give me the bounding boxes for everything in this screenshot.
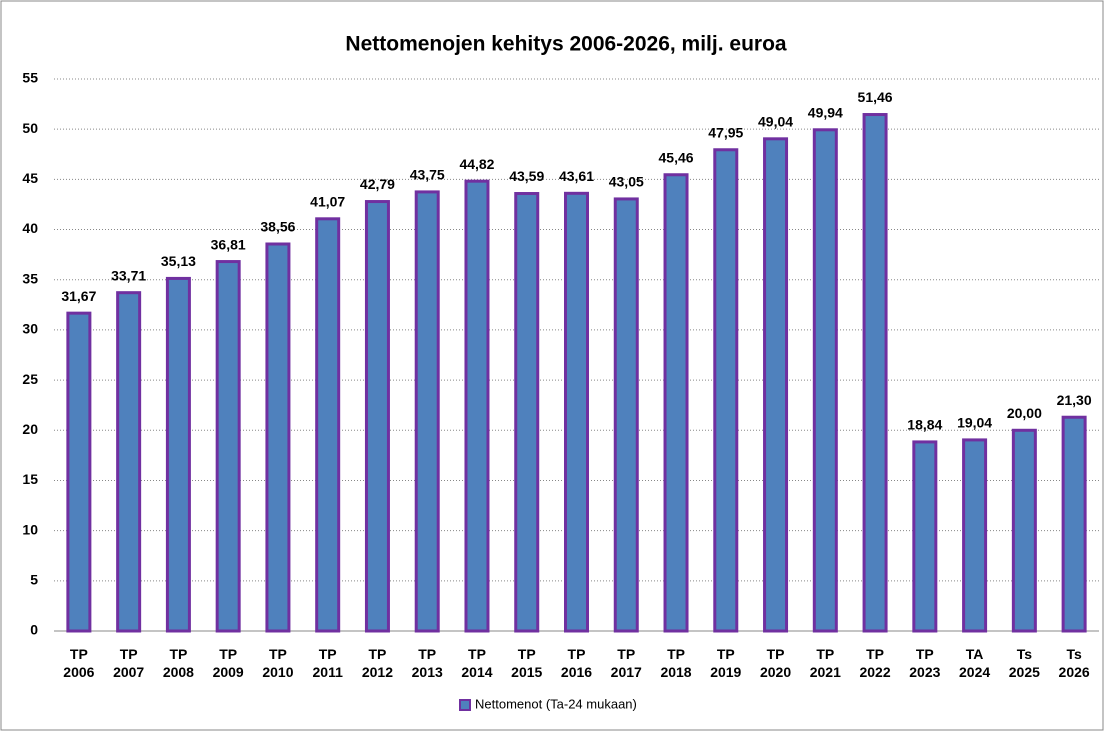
legend-label: Nettomenot (Ta-24 mukaan) [475,696,637,711]
y-tick-label: 5 [30,572,38,588]
data-label: 45,46 [659,149,694,165]
bar [514,192,540,633]
data-label: 43,59 [509,168,544,184]
x-tick-label: TP 2010 [262,646,294,680]
bar [464,179,490,633]
data-label: 43,05 [609,174,644,190]
chart-title: Nettomenojen kehitys 2006-2026, milj. eu… [345,33,786,56]
x-tick-label: TP 2015 [511,646,543,680]
y-tick-label: 15 [22,471,38,487]
bar [1011,428,1037,633]
x-tick-label: Ts 2025 [1008,646,1040,680]
y-tick-label: 45 [22,170,38,186]
bar [663,173,689,633]
bar [763,137,789,633]
x-tick-label: Ts 2026 [1058,646,1090,680]
data-label: 43,61 [559,168,594,184]
x-tick-label: TP 2014 [461,646,493,680]
bar [215,260,241,633]
x-tick-label: TP 2006 [63,646,95,680]
bar [414,190,440,633]
x-tick-label: TP 2011 [312,646,343,680]
data-label: 49,04 [758,114,793,130]
bar [912,440,938,633]
data-label: 36,81 [211,236,246,252]
x-tick-label: TP 2012 [361,646,394,680]
x-tick-label: TP 2007 [113,646,145,680]
bar [812,128,838,633]
data-label: 18,84 [907,417,942,433]
bar [315,217,341,633]
data-label: 44,82 [459,156,494,172]
bar [116,291,142,633]
bar [613,197,639,633]
data-label: 51,46 [858,89,893,105]
data-label: 38,56 [260,219,295,235]
x-tick-label: TP 2019 [710,646,742,680]
data-label: 21,30 [1057,392,1092,408]
y-tick-label: 35 [22,270,38,286]
bar [265,242,291,633]
bar [564,191,589,633]
data-label: 19,04 [957,415,992,431]
data-label: 20,00 [1007,405,1042,421]
x-tick-label: TP 2020 [759,646,792,680]
x-tick-label: TA 2024 [959,646,991,680]
x-tick-label: TP 2022 [859,646,891,680]
data-label: 43,75 [410,167,445,183]
data-label: 33,71 [111,267,146,283]
data-label: 49,94 [808,104,843,120]
bar [713,148,739,633]
y-tick-label: 0 [30,622,38,638]
y-tick-label: 10 [22,521,38,537]
data-label: 47,95 [708,124,743,140]
x-tick-label: TP 2023 [909,646,941,680]
x-tick-label: TP 2018 [660,646,692,680]
x-tick-label: TP 2016 [560,646,593,680]
y-tick-label: 50 [22,120,38,136]
x-tick-label: TP 2009 [212,646,244,680]
legend-swatch [459,699,471,711]
bar [1061,415,1087,633]
data-label: 41,07 [310,194,345,210]
bar [364,200,390,633]
bar [962,438,988,633]
x-tick-label: TP 2013 [411,646,443,680]
x-tick-label: TP 2021 [809,646,841,680]
data-label: 31,67 [61,288,96,304]
data-label: 35,13 [161,253,196,269]
data-label: 42,79 [360,176,395,192]
bar [66,311,92,633]
y-tick-label: 40 [22,220,38,236]
x-tick-label: TP 2008 [162,646,194,680]
y-tick-label: 25 [22,371,38,387]
bar [165,276,191,633]
y-tick-label: 55 [22,70,38,86]
y-tick-label: 20 [22,421,38,437]
bar [862,113,888,633]
y-tick-label: 30 [22,321,38,337]
x-tick-label: TP 2017 [610,646,642,680]
